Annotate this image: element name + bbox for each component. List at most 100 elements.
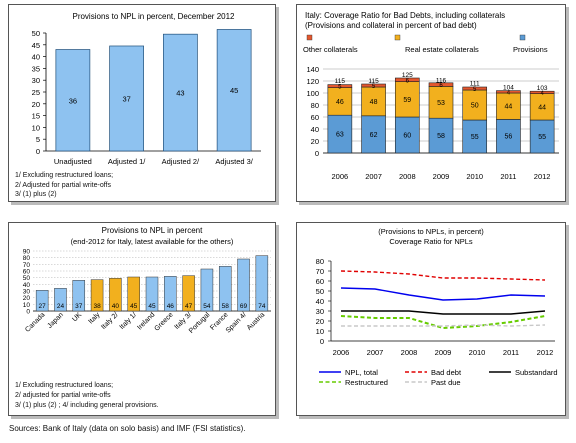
- chart-2-legend-label-2: Provisions: [513, 45, 548, 54]
- chart-1-category-label-2: Adjusted 2/: [162, 157, 200, 166]
- chart-1-note-1: 1/ Excluding restructured loans;: [15, 172, 114, 179]
- chart-4-legend-label-1: Bad debt: [431, 368, 462, 377]
- chart-2-category-label-6: 2012: [534, 172, 551, 181]
- chart-4-xtick-label-6: 2012: [537, 348, 554, 357]
- chart-2-total-label-2: 125: [402, 72, 413, 79]
- chart-4-ytick-label-8: 80: [316, 257, 324, 266]
- chart-2-ytick-label-7: 140: [306, 65, 319, 74]
- chart-2-value-label-1-6: 44: [538, 104, 546, 111]
- chart-1-note-2: 2/ Adjusted for partial write-offs: [15, 182, 111, 189]
- chart-2-total-label-1: 115: [368, 78, 379, 85]
- chart-2-value-label-2-3: 6: [439, 83, 443, 89]
- chart-2-legend-swatch-2: [519, 34, 526, 41]
- chart-1-ytick-label-3: 15: [32, 112, 40, 121]
- chart-2-value-label-0-4: 55: [471, 134, 479, 141]
- chart-4-xtick-label-3: 2009: [435, 348, 452, 357]
- chart-3-ytick-label-5: 50: [23, 275, 31, 282]
- chart-1-ytick-label-2: 10: [32, 123, 40, 132]
- chart-2-bar-2-5: [496, 90, 521, 94]
- chart-2-svg: Italy: Coverage Ratio for Bad Debts, inc…: [303, 11, 559, 181]
- chart-2-bar-2-3: [428, 82, 454, 87]
- chart-2-value-label-2-4: 5: [473, 87, 477, 93]
- chart-2-bar-1-5: [496, 92, 521, 120]
- chart-2-category-label-0: 2006: [332, 172, 349, 181]
- chart-3-value-label-12: 74: [258, 303, 266, 310]
- chart-3-subtitle: (end-2012 for Italy, latest available fo…: [71, 237, 234, 246]
- chart-4-ytick-label-2: 20: [316, 317, 324, 326]
- chart-4-xtick-label-5: 2011: [503, 348, 519, 357]
- chart-2-bar-1-4: [462, 89, 488, 121]
- chart-3-bar-5: [127, 276, 140, 312]
- chart-2-category-label-1: 2007: [365, 172, 382, 181]
- chart-3-ytick-label-3: 30: [23, 289, 31, 296]
- chart-3-bar-8: [182, 275, 195, 312]
- chart-3-category-label-11: Spain 4/: [225, 311, 248, 334]
- chart-2-ytick-label-6: 120: [306, 77, 319, 86]
- chart-panel-3: Provisions to NPL in percent (end-2012 fo…: [8, 222, 276, 416]
- chart-2-value-label-1-5: 44: [505, 104, 513, 111]
- chart-2-value-label-1-1: 48: [370, 99, 378, 106]
- chart-2-value-label-1-4: 50: [471, 103, 479, 110]
- chart-4-ytick-label-6: 60: [316, 277, 324, 286]
- chart-4-line-2: [341, 310, 546, 315]
- chart-3-note-2: 2/ adjusted for partial write-offs: [15, 392, 111, 399]
- chart-1-ytick-label-7: 35: [32, 64, 40, 73]
- chart-2-ytick-label-5: 100: [306, 89, 319, 98]
- chart-3-ytick-label-2: 20: [23, 295, 31, 302]
- chart-1-bar-0: [55, 49, 91, 152]
- chart-2-legend-swatch-0: [306, 34, 313, 41]
- chart-3-category-label-12: Austria: [246, 311, 266, 331]
- chart-2-total-label-3: 116: [436, 77, 447, 84]
- chart-3-ytick-label-6: 60: [23, 269, 31, 276]
- chart-3-value-label-9: 54: [203, 303, 211, 310]
- chart-1-ytick-label-0: 0: [36, 147, 40, 156]
- chart-2-value-label-2-2: 6: [406, 78, 410, 84]
- chart-4-line-1: [340, 270, 546, 281]
- chart-4-legend-label-0: NPL, total: [345, 368, 378, 377]
- chart-2-total-label-0: 115: [335, 78, 346, 85]
- chart-1-ytick-label-9: 45: [32, 41, 40, 50]
- chart-3-category-label-3: Italy: [87, 311, 101, 325]
- chart-2-bar-0-6: [529, 119, 555, 154]
- chart-4-ytick-label-7: 70: [316, 267, 324, 276]
- chart-4-subtitle: Coverage Ratio for NPLs: [389, 237, 473, 246]
- chart-3-bar-3: [90, 279, 104, 312]
- chart-3-bar-11: [237, 258, 250, 312]
- chart-3-ytick-label-1: 10: [23, 302, 31, 309]
- chart-2-total-label-6: 103: [537, 85, 548, 92]
- chart-2-bar-0-0: [327, 114, 353, 154]
- chart-2-bar-1-2: [394, 81, 420, 118]
- chart-2-bar-1-6: [529, 93, 555, 121]
- chart-1-value-label-0: 36: [69, 96, 77, 105]
- chart-1-ytick-label-5: 25: [32, 88, 40, 97]
- chart-1-ytick-label-8: 40: [32, 53, 40, 62]
- chart-panel-1: Provisions to NPL in percent, December 2…: [8, 4, 276, 202]
- chart-1-bar-1: [109, 45, 144, 152]
- chart-3-ytick-label-0: 0: [26, 309, 30, 316]
- chart-2-category-label-4: 2010: [466, 172, 483, 181]
- chart-3-ytick-label-9: 90: [23, 249, 31, 256]
- chart-2-bar-0-3: [428, 117, 454, 154]
- chart-2-value-label-2-6: 4: [540, 91, 544, 97]
- chart-3-bar-9: [200, 268, 214, 312]
- chart-2-bar-2-2: [394, 77, 420, 82]
- chart-2-bar-1-3: [428, 86, 454, 119]
- chart-2-ytick-label-3: 60: [311, 113, 319, 122]
- chart-2-category-label-2: 2008: [399, 172, 416, 181]
- chart-3-category-label-9: Portugal: [188, 311, 212, 335]
- chart-4-line-3: [340, 315, 546, 330]
- chart-1-bar-2: [163, 33, 198, 152]
- chart-4-xtick-label-0: 2006: [333, 348, 350, 357]
- chart-2-bar-1-0: [327, 87, 353, 116]
- chart-3-category-label-4: Italy 2/: [100, 311, 120, 331]
- chart-2-ytick-label-4: 80: [311, 101, 319, 110]
- chart-3-note-1: 1/ Excluding restructured loans;: [15, 382, 114, 389]
- chart-2-value-label-1-3: 53: [437, 100, 445, 107]
- chart-2-ytick-label-1: 20: [311, 137, 319, 146]
- chart-3-category-label-2: UK: [71, 311, 83, 323]
- chart-2-category-label-5: 2011: [500, 172, 516, 181]
- chart-2-total-label-4: 111: [470, 80, 480, 87]
- chart-4-legend-label-4: Past due: [431, 378, 461, 387]
- chart-3-ytick-label-4: 40: [23, 282, 31, 289]
- chart-2-value-label-1-0: 46: [336, 99, 344, 106]
